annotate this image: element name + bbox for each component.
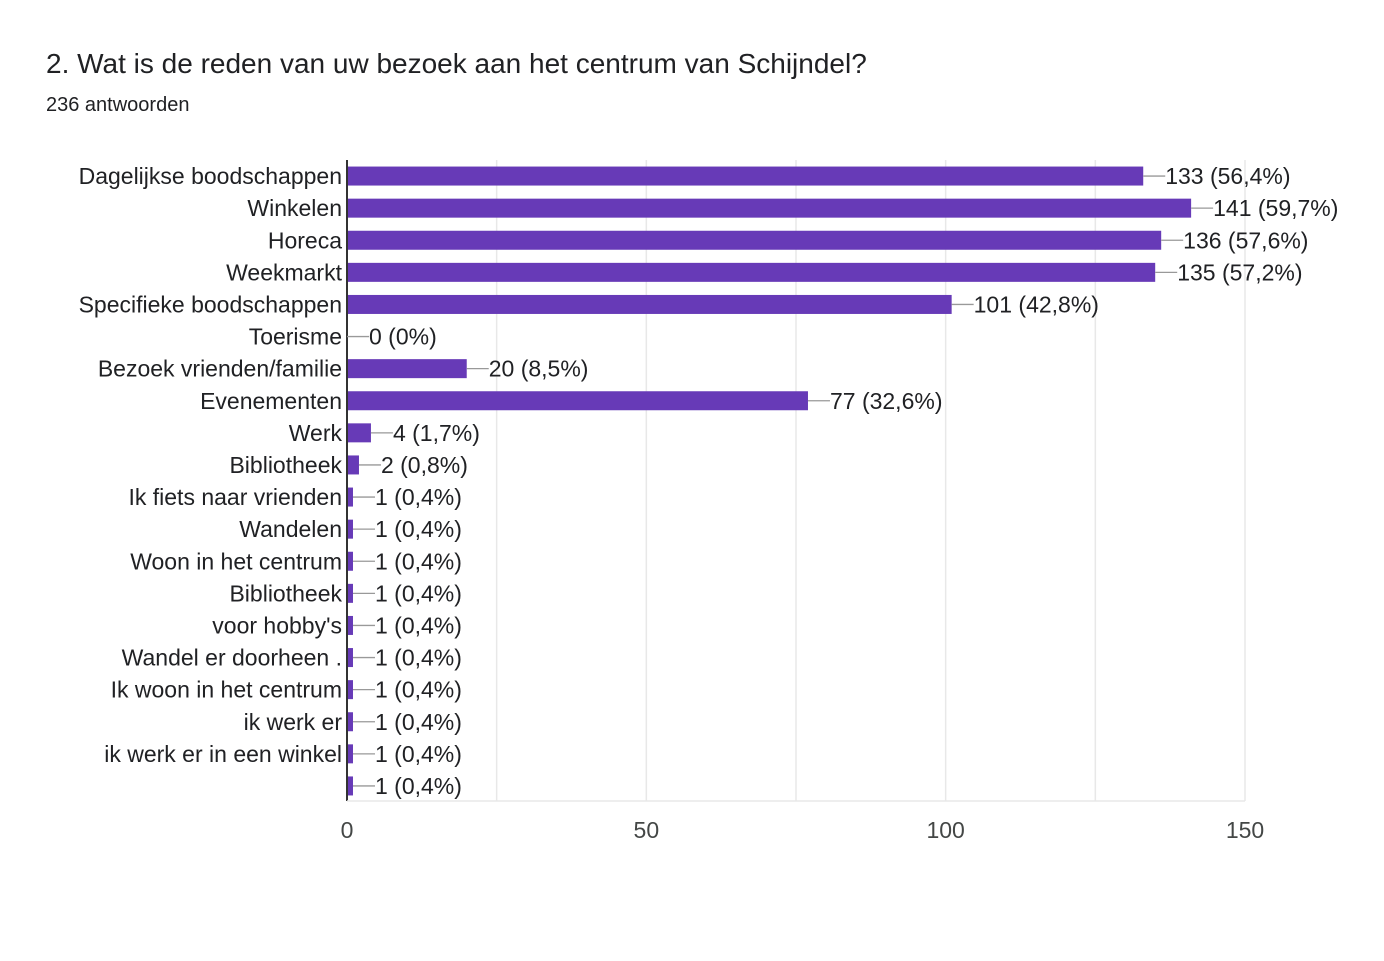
bar: [347, 776, 353, 796]
category-label: voor hobby's: [212, 612, 342, 638]
bar: [347, 680, 353, 700]
bar: [347, 551, 353, 571]
value-label: 135 (57,2%): [1177, 259, 1302, 285]
category-label: Wandelen: [239, 516, 342, 542]
value-label: 1 (0,4%): [375, 580, 462, 606]
bar: [347, 198, 1192, 218]
bar: [347, 583, 353, 603]
chart-title: 2. Wat is de reden van uw bezoek aan het…: [46, 48, 867, 79]
value-label: 1 (0,4%): [375, 612, 462, 638]
bar: [347, 648, 353, 668]
category-label: ik werk er in een winkel: [104, 741, 342, 767]
x-tick-label: 50: [634, 817, 660, 843]
grid-lines: [495, 160, 1246, 801]
bar: [347, 615, 353, 635]
value-label: 1 (0,4%): [375, 484, 462, 510]
value-label: 1 (0,4%): [375, 516, 462, 542]
bars: [347, 166, 1192, 796]
bar: [347, 487, 353, 507]
category-label: Toerisme: [249, 324, 342, 350]
value-label: 1 (0,4%): [375, 548, 462, 574]
value-label: 77 (32,6%): [830, 388, 943, 414]
bar: [347, 230, 1162, 250]
bar: [347, 166, 1144, 186]
category-label: Dagelijkse boodschappen: [79, 163, 342, 189]
category-label: Specifieke boodschappen: [79, 291, 342, 317]
category-label: Evenementen: [200, 388, 342, 414]
category-label: ik werk er: [244, 709, 343, 735]
category-label: Winkelen: [247, 195, 342, 221]
category-label: Horeca: [268, 227, 342, 253]
x-tick-label: 0: [341, 817, 354, 843]
value-label: 1 (0,4%): [375, 773, 462, 799]
value-label: 1 (0,4%): [375, 645, 462, 671]
value-label: 1 (0,4%): [375, 709, 462, 735]
value-label: 136 (57,6%): [1183, 227, 1308, 253]
value-label: 141 (59,7%): [1213, 195, 1338, 221]
value-label: 4 (1,7%): [393, 420, 480, 446]
axes: [346, 160, 1245, 802]
bar: [347, 294, 952, 314]
value-label: 101 (42,8%): [974, 291, 1099, 317]
category-label: Weekmarkt: [226, 259, 342, 285]
category-label: Woon in het centrum: [130, 548, 342, 574]
labels: 133 (56,4%) Dagelijkse boodschappen 141 (5…: [79, 163, 1339, 843]
category-label: Werk: [289, 420, 343, 446]
bar: [347, 391, 808, 411]
value-label: 0 (0%): [369, 324, 437, 350]
category-label: Ik woon in het centrum: [111, 677, 342, 703]
category-label: Bibliotheek: [229, 452, 342, 478]
bar: [347, 423, 371, 443]
bar: [347, 262, 1156, 282]
x-tick-label: 100: [926, 817, 964, 843]
category-label: Bezoek vrienden/familie: [98, 356, 342, 382]
response-count: 236 antwoorden: [46, 94, 190, 116]
bar: [347, 519, 353, 539]
bar: [347, 712, 353, 732]
value-label: 1 (0,4%): [375, 741, 462, 767]
value-label: 1 (0,4%): [375, 677, 462, 703]
bar: [347, 744, 353, 764]
category-label: Wandel er doorheen .: [122, 645, 342, 671]
value-label: 2 (0,8%): [381, 452, 468, 478]
value-label: 133 (56,4%): [1165, 163, 1290, 189]
bar: [347, 455, 359, 475]
value-label: 20 (8,5%): [489, 356, 589, 382]
bar: [347, 359, 467, 379]
category-label: Ik fiets naar vrienden: [128, 484, 342, 510]
category-label: Bibliotheek: [229, 580, 342, 606]
x-tick-label: 150: [1226, 817, 1264, 843]
